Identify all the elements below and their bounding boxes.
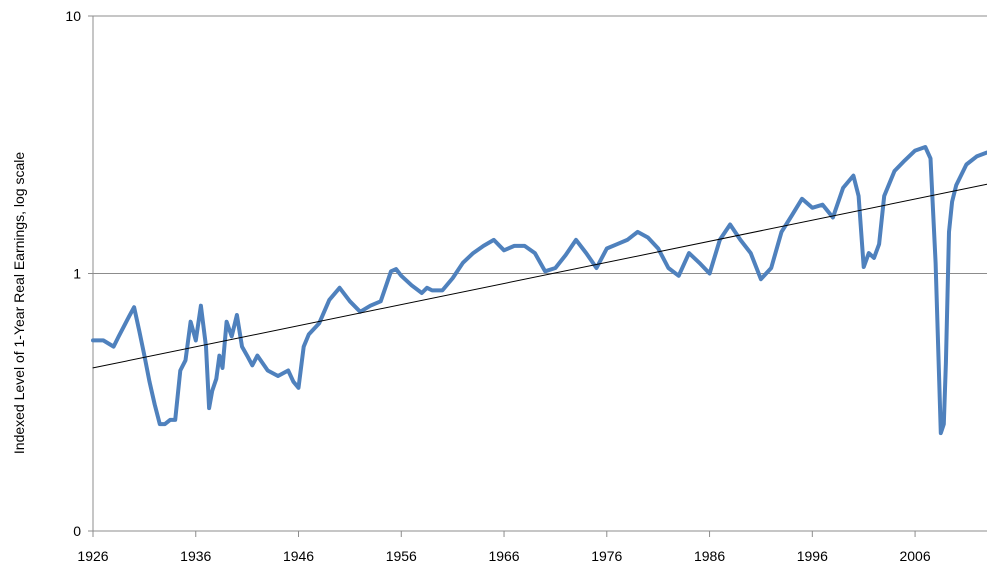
- y-axis-label: Indexed Level of 1-Year Real Earnings, l…: [11, 152, 27, 454]
- y-tick-label: 1: [73, 266, 81, 282]
- x-tick-label: 1936: [180, 548, 211, 564]
- x-tick-label: 2006: [899, 548, 930, 564]
- x-axis-ticks: 1926 1936 1946 1956 1966 1976 1986 1996 2006: [77, 531, 931, 564]
- gridlines: [93, 15, 987, 274]
- x-tick-label: 1966: [488, 548, 519, 564]
- x-tick-label: 1986: [694, 548, 725, 564]
- earnings-series-line: [91, 145, 987, 436]
- series-group: [91, 145, 987, 436]
- x-tick-label: 1946: [283, 548, 314, 564]
- trend-line: [92, 183, 987, 369]
- x-tick-label: 1996: [797, 548, 828, 564]
- x-tick-label: 1926: [77, 548, 108, 564]
- y-tick-label: 0: [73, 523, 81, 539]
- y-tick-label: 10: [65, 8, 81, 24]
- x-tick-label: 1976: [591, 548, 622, 564]
- x-tick-label: 1956: [386, 548, 417, 564]
